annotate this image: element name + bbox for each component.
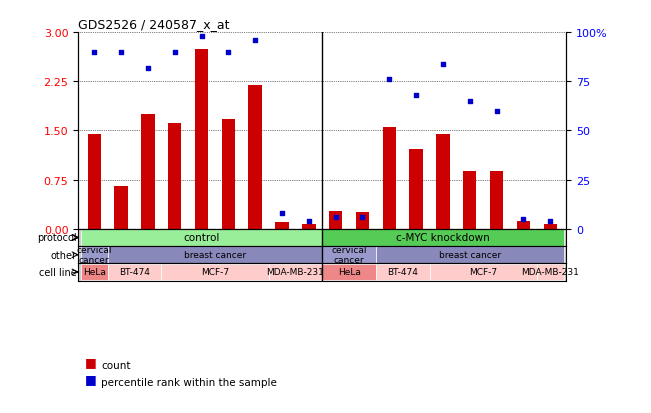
Point (89, 50, 100, 56)
Text: GSM136080: GSM136080 (380, 233, 389, 279)
Point (303, 218, 314, 225)
Bar (141, 115, 154, 229)
Point (357, 214, 368, 221)
Text: MCF-7: MCF-7 (469, 268, 497, 277)
Text: c-MYC knockdown: c-MYC knockdown (396, 233, 490, 243)
FancyBboxPatch shape (269, 264, 322, 280)
Text: ■: ■ (85, 356, 96, 368)
Point (116, 50, 126, 56)
Text: GSM136097: GSM136097 (112, 233, 121, 280)
Text: MDA-MB-231: MDA-MB-231 (521, 268, 579, 277)
Bar (221, 119, 235, 229)
Text: BT-474: BT-474 (119, 268, 150, 277)
Text: GSM136083: GSM136083 (193, 233, 202, 279)
FancyBboxPatch shape (81, 264, 107, 280)
Bar (249, 85, 262, 229)
Text: GSM136087: GSM136087 (246, 233, 255, 279)
FancyBboxPatch shape (107, 264, 161, 280)
Text: HeLa: HeLa (83, 268, 105, 277)
FancyBboxPatch shape (81, 230, 322, 246)
Text: GSM136096: GSM136096 (327, 233, 336, 280)
FancyBboxPatch shape (376, 264, 430, 280)
Bar (115, 187, 128, 229)
Text: GSM136088: GSM136088 (488, 233, 497, 279)
Point (331, 214, 341, 221)
Bar (302, 224, 316, 229)
Text: count: count (101, 361, 130, 370)
Text: control: control (184, 233, 219, 243)
Text: BT-474: BT-474 (387, 268, 418, 277)
Text: GSM136090: GSM136090 (514, 233, 523, 280)
Text: GSM136092: GSM136092 (541, 233, 550, 279)
Text: percentile rank within the sample: percentile rank within the sample (101, 377, 277, 387)
FancyBboxPatch shape (322, 230, 564, 246)
Text: GDS2526 / 240587_x_at: GDS2526 / 240587_x_at (78, 17, 230, 31)
Text: cervical
cancer: cervical cancer (331, 245, 367, 265)
Point (277, 210, 287, 217)
Point (437, 61, 448, 68)
Text: ■: ■ (85, 372, 96, 385)
Text: GSM136098: GSM136098 (353, 233, 363, 279)
Text: breast cancer: breast cancer (184, 251, 246, 259)
FancyBboxPatch shape (322, 264, 376, 280)
FancyBboxPatch shape (537, 264, 564, 280)
Text: GSM136086: GSM136086 (461, 233, 470, 279)
Point (169, 50, 180, 56)
Point (492, 108, 502, 115)
Bar (383, 128, 396, 229)
Point (518, 216, 529, 223)
Bar (436, 135, 450, 229)
FancyBboxPatch shape (161, 264, 269, 280)
Text: other: other (51, 250, 77, 260)
Bar (517, 221, 530, 229)
Text: GSM136079: GSM136079 (139, 233, 148, 280)
Bar (544, 225, 557, 229)
Text: GSM136095: GSM136095 (85, 233, 94, 280)
Bar (168, 123, 182, 229)
Text: GSM136089: GSM136089 (273, 233, 282, 279)
Bar (490, 172, 503, 229)
Bar (195, 50, 208, 229)
FancyBboxPatch shape (107, 247, 322, 263)
Bar (275, 223, 288, 229)
Point (250, 38, 260, 44)
Text: HeLa: HeLa (338, 268, 361, 277)
Bar (87, 135, 101, 229)
Point (545, 218, 555, 225)
Text: GSM136091: GSM136091 (300, 233, 309, 279)
Text: MCF-7: MCF-7 (201, 268, 229, 277)
Point (197, 34, 207, 40)
Text: GSM136085: GSM136085 (219, 233, 229, 279)
FancyBboxPatch shape (376, 247, 564, 263)
Text: protocol: protocol (37, 233, 77, 243)
Text: GSM136082: GSM136082 (407, 233, 416, 279)
Bar (356, 213, 369, 229)
Point (384, 77, 395, 83)
Text: cell line: cell line (39, 267, 77, 277)
FancyBboxPatch shape (322, 247, 376, 263)
Point (223, 50, 234, 56)
Point (143, 65, 153, 72)
Text: MDA-MB-231: MDA-MB-231 (266, 268, 324, 277)
Bar (463, 172, 477, 229)
Point (411, 93, 421, 99)
Text: GSM136081: GSM136081 (166, 233, 174, 279)
FancyBboxPatch shape (81, 247, 107, 263)
FancyBboxPatch shape (430, 264, 537, 280)
Text: breast cancer: breast cancer (439, 251, 501, 259)
Bar (329, 211, 342, 229)
Text: cervical
cancer: cervical cancer (76, 245, 112, 265)
Bar (409, 150, 423, 229)
Text: GSM136084: GSM136084 (434, 233, 443, 279)
Point (465, 98, 475, 105)
